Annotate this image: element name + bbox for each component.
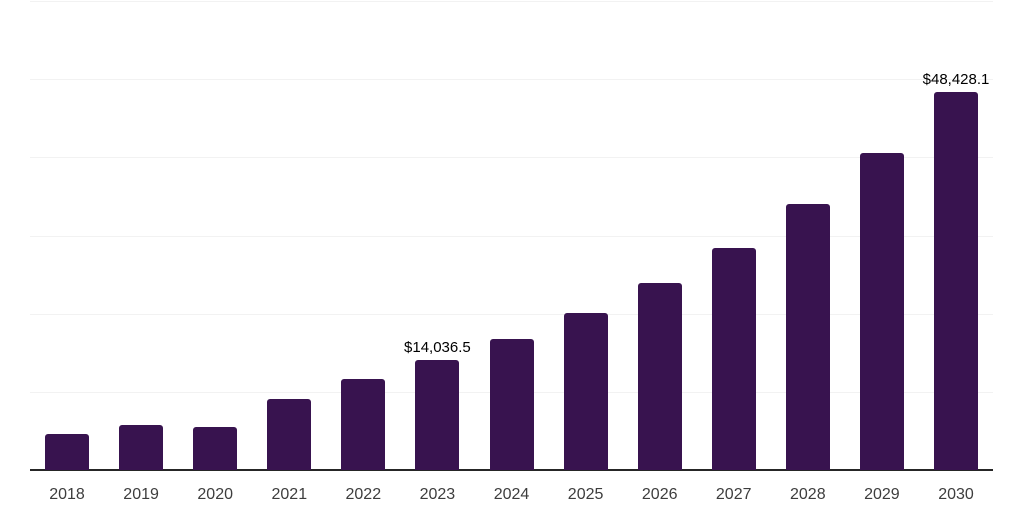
bar-2029: [859, 152, 904, 470]
gridline: [30, 79, 993, 81]
bar-2030: [934, 91, 978, 470]
x-tick-label-2018: 2018: [49, 486, 85, 503]
bar-2019: [119, 424, 164, 470]
bar-2023: [415, 360, 460, 470]
bar-2021: [267, 398, 312, 470]
bar-2026: [637, 283, 682, 470]
x-tick-label-2022: 2022: [345, 486, 382, 503]
bar-2024: [489, 339, 534, 470]
gridline: [30, 313, 993, 315]
x-axis-line: [30, 469, 993, 471]
bar-2022: [341, 379, 386, 470]
bar-2027: [711, 247, 756, 470]
x-tick-label-2030: 2030: [938, 486, 974, 503]
value-label-2030: $48,428.1: [922, 70, 990, 88]
bar-2025: [563, 313, 608, 470]
gridline: [30, 235, 993, 237]
x-tick-label-2025: 2025: [567, 486, 604, 503]
x-tick-label-2028: 2028: [790, 486, 826, 503]
gridline: [30, 157, 993, 159]
x-tick-label-2021: 2021: [271, 486, 308, 503]
x-tick-label-2027: 2027: [715, 486, 752, 503]
bar-2020: [193, 427, 238, 470]
x-tick-label-2024: 2024: [493, 486, 530, 503]
x-tick-label-2019: 2019: [123, 486, 159, 503]
value-label-2023: $14,036.5: [404, 339, 471, 357]
bar-2018: [45, 434, 89, 470]
bar-2028: [785, 204, 830, 470]
x-tick-label-2023: 2023: [419, 486, 456, 503]
x-tick-label-2020: 2020: [197, 486, 233, 503]
x-tick-label-2029: 2029: [864, 486, 900, 503]
gridline: [30, 1, 993, 2]
x-tick-label-2026: 2026: [641, 486, 678, 503]
